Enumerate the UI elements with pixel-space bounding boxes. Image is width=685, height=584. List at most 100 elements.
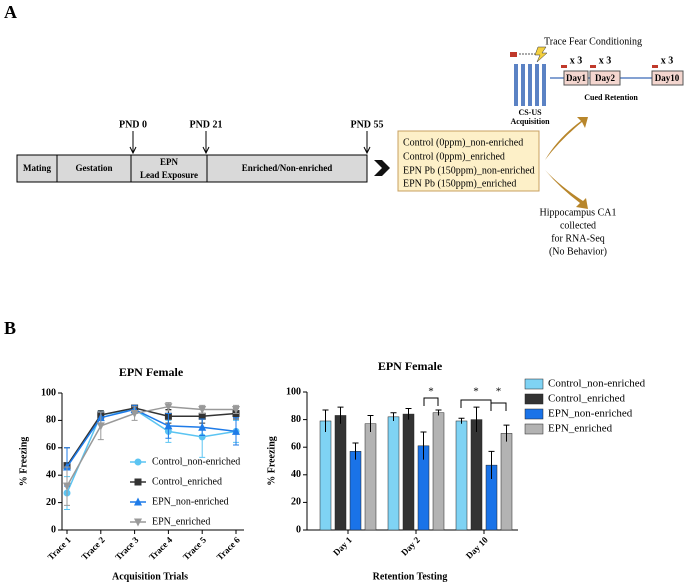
bar bbox=[349, 451, 362, 531]
chart-title: EPN Female bbox=[378, 359, 443, 373]
day-box bbox=[563, 70, 589, 86]
timeline: Mating Gestation EPN Lead Exposure Enric… bbox=[16, 119, 390, 183]
point bbox=[134, 518, 142, 527]
point bbox=[198, 405, 207, 414]
error-bar bbox=[322, 409, 329, 433]
acquisition-label: CS-US bbox=[518, 108, 542, 117]
stage: EPN bbox=[160, 157, 179, 167]
error-bar bbox=[337, 406, 344, 424]
y-tick-label: 100 bbox=[41, 387, 56, 398]
group: Control (0ppm)_enriched bbox=[403, 151, 505, 162]
point bbox=[134, 497, 142, 506]
tissue-note: Hippocampus CA1 bbox=[540, 207, 617, 218]
y-tick-label: 20 bbox=[291, 497, 301, 508]
x-axis-label: Retention Testing bbox=[373, 571, 448, 582]
error-bar bbox=[503, 424, 510, 442]
y-axis-label: % Freezing bbox=[266, 436, 277, 486]
significance-bracket bbox=[423, 397, 439, 406]
error-bar bbox=[420, 431, 427, 460]
day-box bbox=[651, 70, 684, 86]
point bbox=[63, 482, 71, 491]
marker-label: PND 0 bbox=[119, 119, 147, 130]
group: Control (0ppm)_non-enriched bbox=[403, 137, 523, 148]
error-bar bbox=[458, 417, 465, 424]
bar bbox=[319, 420, 332, 531]
legend-label: Control_non-enriched bbox=[548, 378, 646, 390]
y-tick-label: 80 bbox=[46, 415, 56, 426]
group: EPN Pb (150ppm)_non-enriched bbox=[403, 165, 535, 176]
error-bar bbox=[352, 442, 359, 460]
tissue-note: for RNA-Seq bbox=[551, 233, 605, 244]
error-bar bbox=[390, 412, 397, 421]
legend-label: Control_enriched bbox=[152, 476, 222, 487]
x-tick-label: Day 2 bbox=[399, 534, 422, 557]
x-tick-label: Day 1 bbox=[331, 534, 354, 557]
line bbox=[66, 407, 237, 467]
retention-label: Cued Retention bbox=[584, 93, 638, 102]
point bbox=[134, 478, 142, 486]
error-bar bbox=[405, 408, 412, 420]
significance-bracket bbox=[490, 402, 507, 411]
point bbox=[96, 422, 105, 431]
y-tick-label: 0 bbox=[296, 524, 301, 535]
point bbox=[198, 422, 207, 431]
cs-us-bars bbox=[514, 64, 546, 106]
y-tick-label: 60 bbox=[291, 441, 301, 452]
arrow bbox=[129, 131, 371, 155]
stage: Enriched/Non-enriched bbox=[242, 163, 333, 173]
point bbox=[232, 426, 240, 435]
error-bar bbox=[473, 406, 480, 433]
legend-swatch bbox=[524, 423, 544, 435]
bar bbox=[387, 416, 400, 531]
bar bbox=[364, 423, 377, 531]
repeat: x 3 bbox=[599, 55, 612, 66]
point bbox=[164, 403, 173, 412]
significance-label: * bbox=[496, 386, 502, 398]
x-tick-label: Trace 4 bbox=[147, 534, 175, 562]
significance-label: * bbox=[428, 386, 434, 398]
error-bar bbox=[367, 414, 374, 433]
marker-label: PND 55 bbox=[350, 119, 383, 130]
tissue-note: collected bbox=[560, 220, 596, 231]
x-tick-label: Day 10 bbox=[464, 534, 490, 560]
marker-label: PND 21 bbox=[189, 119, 222, 130]
bar bbox=[432, 412, 445, 531]
tone-icon bbox=[510, 52, 517, 57]
legend-label: EPN_non-enriched bbox=[152, 496, 229, 507]
group-box bbox=[397, 130, 540, 192]
significance-label: * bbox=[473, 386, 479, 398]
legend-label: EPN_non-enriched bbox=[548, 408, 633, 420]
bar bbox=[455, 420, 468, 531]
point bbox=[134, 458, 142, 466]
stage: Mating bbox=[23, 163, 51, 173]
y-axis-label: % Freezing bbox=[18, 437, 29, 487]
chevron bbox=[374, 160, 390, 176]
group: EPN Pb (150ppm)_enriched bbox=[403, 178, 516, 189]
y-tick-label: 40 bbox=[46, 469, 56, 480]
line bbox=[66, 408, 237, 494]
bar bbox=[500, 433, 513, 531]
tissue-note: (No Behavior) bbox=[549, 246, 607, 257]
x-tick-label: Trace 5 bbox=[181, 534, 209, 562]
day-box bbox=[589, 70, 621, 86]
line bbox=[66, 405, 236, 487]
panel-label: A bbox=[4, 2, 17, 22]
legend-label: Control_enriched bbox=[548, 393, 625, 405]
legend-swatch bbox=[524, 378, 544, 390]
x-tick-label: Trace 6 bbox=[215, 534, 243, 562]
y-tick-label: 40 bbox=[291, 469, 301, 480]
y-tick-label: 60 bbox=[46, 442, 56, 453]
chart-title: EPN Female bbox=[119, 365, 184, 379]
shock-icon bbox=[534, 46, 548, 63]
line bbox=[66, 408, 237, 468]
x-tick-label: Trace 2 bbox=[79, 534, 107, 562]
point bbox=[232, 405, 240, 414]
bar bbox=[470, 419, 483, 531]
x-tick-label: Trace 1 bbox=[46, 534, 74, 562]
bar bbox=[334, 415, 347, 531]
acquisition-label: Acquisition bbox=[510, 117, 550, 126]
legend-label: EPN_enriched bbox=[548, 423, 613, 435]
panel-label: B bbox=[4, 318, 16, 338]
timeline-box bbox=[16, 154, 368, 183]
